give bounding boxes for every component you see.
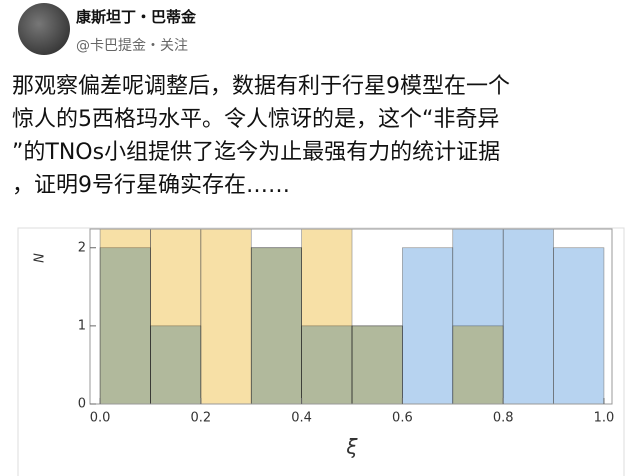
y-tick-label: 0 (78, 397, 86, 412)
histogram-bar (250, 247, 302, 404)
text-line: 那观察偏差呢调整后，数据有利于行星9模型在一个 (12, 74, 510, 99)
x-tick-label: 0.4 (291, 411, 312, 426)
y-axis-label: N (33, 253, 48, 263)
histogram-bar (99, 247, 151, 404)
x-tick-label: 0.2 (191, 411, 212, 426)
x-tick-label: 0.8 (493, 411, 514, 426)
bars (99, 229, 605, 404)
x-tick-label: 0.0 (90, 411, 111, 426)
histogram-bar (200, 229, 252, 404)
x-axis-label: ξ (345, 435, 358, 459)
x-tick-label: 0.6 (392, 411, 413, 426)
plot-frame (89, 228, 613, 405)
y-tick-label: 1 (78, 318, 86, 333)
x-tick-label: 1.0 (594, 411, 615, 426)
text-line: 惊人的5西格玛水平。令人惊讶的是，这个“非奇异 (12, 107, 500, 132)
author-name[interactable]: 康斯坦丁・巴蒂金 (76, 8, 197, 26)
text-line: ”的TNOs小组提供了迄今为止最强有力的统计证据 (12, 140, 501, 165)
y-tick-label: 2 (78, 240, 86, 255)
text-line: ，证明9号行星确实存在…… (12, 173, 290, 198)
post-text: 那观察偏差呢调整后，数据有利于行星9模型在一个 惊人的5西格玛水平。令人惊讶的是… (12, 70, 510, 202)
histogram-bar (402, 247, 454, 404)
author-handle[interactable]: @卡巴提金・关注 (76, 38, 188, 54)
avatar[interactable] (18, 3, 70, 55)
histogram-bar (351, 325, 403, 404)
histogram-bar (301, 325, 353, 404)
histogram-bar (553, 247, 605, 404)
histogram-bar (150, 325, 202, 404)
histogram-bar (452, 229, 504, 404)
histogram-bar (502, 229, 554, 404)
